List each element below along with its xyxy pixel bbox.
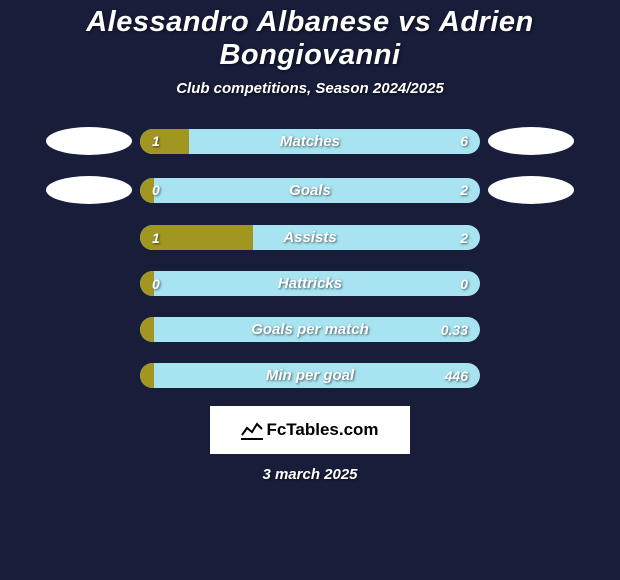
stat-bar: Goals per match 0.33 bbox=[140, 317, 480, 342]
stat-left-value: 1 bbox=[152, 230, 160, 246]
stat-label: Assists bbox=[283, 229, 336, 246]
stat-row: 0 Goals 2 bbox=[10, 176, 610, 204]
subtitle: Club competitions, Season 2024/2025 bbox=[0, 80, 620, 97]
player-right-badge bbox=[486, 127, 576, 155]
stat-bar-overlay: 1 Matches 6 bbox=[140, 129, 480, 154]
stat-row: Min per goal 446 bbox=[10, 363, 610, 388]
stat-label: Min per goal bbox=[266, 367, 354, 384]
stat-left-value: 0 bbox=[152, 182, 160, 198]
stat-row: 0 Hattricks 0 bbox=[10, 271, 610, 296]
stat-label: Goals bbox=[289, 182, 331, 199]
stat-bar-overlay: 0 Goals 2 bbox=[140, 178, 480, 203]
stat-rows: 1 Matches 6 0 Goals 2 1 Assists 2 0 Hattricks 0 Goal… bbox=[0, 127, 620, 388]
stat-right-value: 0.33 bbox=[441, 322, 468, 338]
stat-row: 1 Assists 2 bbox=[10, 225, 610, 250]
stat-left-value: 0 bbox=[152, 276, 160, 292]
stat-right-value: 2 bbox=[460, 230, 468, 246]
player-left-badge bbox=[44, 176, 134, 204]
logo-text: FcTables.com bbox=[266, 420, 378, 440]
player-right-badge bbox=[486, 176, 576, 204]
date-text: 3 march 2025 bbox=[0, 466, 620, 483]
stat-row: 1 Matches 6 bbox=[10, 127, 610, 155]
fctables-logo: FcTables.com bbox=[210, 406, 410, 454]
stat-left-value: 1 bbox=[152, 133, 160, 149]
stat-row: Goals per match 0.33 bbox=[10, 317, 610, 342]
stat-bar: 0 Hattricks 0 bbox=[140, 271, 480, 296]
player-left-badge bbox=[44, 127, 134, 155]
stat-right-value: 6 bbox=[460, 133, 468, 149]
stat-label: Hattricks bbox=[278, 275, 342, 292]
stat-bar-overlay: 1 Assists 2 bbox=[140, 225, 480, 250]
stat-bar: Min per goal 446 bbox=[140, 363, 480, 388]
stat-bar-overlay: 0 Hattricks 0 bbox=[140, 271, 480, 296]
stat-bar: 1 Assists 2 bbox=[140, 225, 480, 250]
stat-right-value: 2 bbox=[460, 182, 468, 198]
stat-label: Goals per match bbox=[251, 321, 369, 338]
stat-bar-overlay: Goals per match 0.33 bbox=[140, 317, 480, 342]
stat-bar-overlay: Min per goal 446 bbox=[140, 363, 480, 388]
stat-label: Matches bbox=[280, 133, 340, 150]
chart-icon bbox=[241, 420, 263, 440]
stat-right-value: 446 bbox=[445, 368, 468, 384]
stat-bar: 0 Goals 2 bbox=[140, 178, 480, 203]
stat-bar: 1 Matches 6 bbox=[140, 129, 480, 154]
page-title: Alessandro Albanese vs Adrien Bongiovann… bbox=[0, 0, 620, 80]
stat-right-value: 0 bbox=[460, 276, 468, 292]
